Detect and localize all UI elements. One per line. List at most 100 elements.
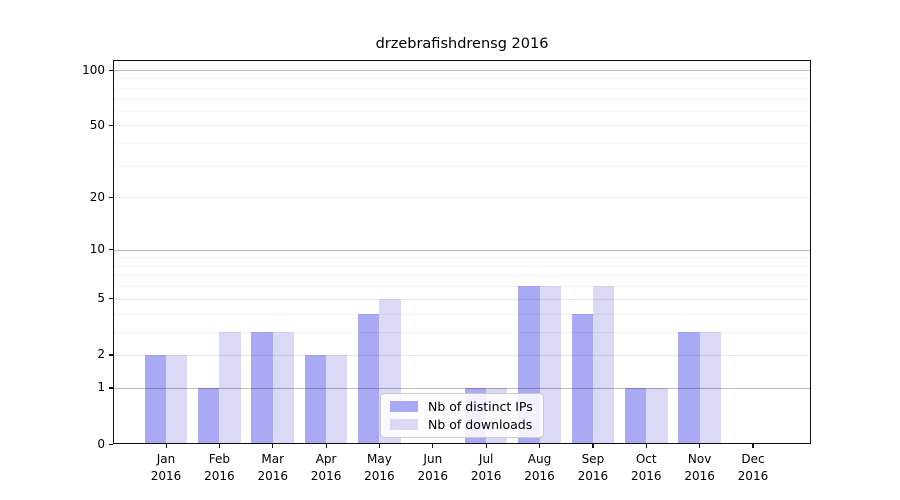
x-tick-label-aug: Aug 2016 <box>510 451 570 484</box>
x-tick-label-month: Oct <box>635 452 657 466</box>
x-tick-mark <box>645 444 647 448</box>
minor-gridline-y-60 <box>113 110 811 112</box>
x-tick-mark <box>218 444 221 448</box>
x-tick-label-month: Sep <box>581 452 605 466</box>
y-tick-label: 100 <box>82 62 105 77</box>
x-tick-mark <box>432 444 434 448</box>
x-tick-mark <box>752 444 754 448</box>
minor-gridline-y-40 <box>113 143 811 145</box>
minor-gridline-y-7 <box>113 275 811 277</box>
y-axis-labels: 0 1 2 5 10 20 50 100 <box>0 60 105 451</box>
x-tick-label-month: Jun <box>423 452 443 466</box>
legend-item-downloads: Nb of downloads <box>390 417 534 432</box>
x-tick-label-sep: Sep 2016 <box>563 451 623 484</box>
x-tick-mark <box>165 444 167 448</box>
y-tick-label: 2 <box>97 347 105 362</box>
x-tick-label-year: 2016 <box>577 468 609 483</box>
x-tick-mark <box>485 444 487 448</box>
x-tick-label-month: Aug <box>527 452 552 466</box>
x-tick-label-month: Nov <box>687 452 712 466</box>
x-tick-label-jul: Jul 2016 <box>456 451 516 484</box>
x-tick-label-feb: Feb 2016 <box>189 451 249 484</box>
minor-gridline-y-8 <box>113 265 811 267</box>
bar-distinct-ips-nov <box>678 331 700 444</box>
bar-downloads-apr <box>326 354 348 444</box>
x-tick-label-jan: Jan 2016 <box>136 451 196 484</box>
x-tick-label-month: May <box>367 452 392 466</box>
x-tick-label-month: Jul <box>478 452 494 466</box>
bar-downloads-oct <box>646 387 668 444</box>
minor-gridline-y-30 <box>113 165 811 167</box>
x-tick-label-mar: Mar 2016 <box>243 451 303 484</box>
bar-downloads-aug <box>539 286 561 444</box>
y-tick-mark <box>109 387 113 389</box>
bar-downloads-sep <box>592 286 615 444</box>
y-tick-mark <box>109 196 113 198</box>
x-tick-label-may: May 2016 <box>349 451 409 484</box>
gridline-y-2 <box>113 354 811 356</box>
y-tick-mark <box>109 249 113 251</box>
y-tick-label: 10 <box>89 242 105 257</box>
legend-label: Nb of downloads <box>428 417 533 432</box>
y-tick-mark <box>109 298 113 300</box>
bar-downloads-jan <box>166 354 188 444</box>
bar-downloads-feb <box>219 331 241 444</box>
legend-swatch-icon <box>390 401 418 412</box>
x-tick-mark <box>325 444 327 448</box>
chart-title: drzebrafishdrensg 2016 <box>375 36 549 52</box>
x-tick-label-year: 2016 <box>684 468 715 483</box>
x-tick-label-month: Jan <box>156 452 176 466</box>
minor-gridline-y-70 <box>113 98 811 100</box>
x-tick-label-month: Feb <box>208 452 230 466</box>
minor-gridline-y-4 <box>113 313 811 315</box>
y-axis-ticks <box>109 60 113 445</box>
bar-distinct-ips-feb <box>198 387 220 444</box>
bar-distinct-ips-oct <box>624 387 647 444</box>
x-tick-label-nov: Nov 2016 <box>670 451 730 484</box>
gridline-y-20 <box>113 197 811 199</box>
x-tick-label-jun: Jun 2016 <box>403 451 463 484</box>
y-tick-label: 20 <box>89 189 105 204</box>
x-tick-label-year: 2016 <box>524 468 555 483</box>
gridline-y-100 <box>113 70 811 71</box>
x-tick-mark <box>272 444 274 448</box>
legend-swatch-icon <box>390 419 418 430</box>
bar-downloads-mar <box>272 331 295 444</box>
minor-gridline-y-3 <box>113 331 811 333</box>
x-axis-ticks <box>113 444 811 449</box>
y-tick-label: 5 <box>97 291 105 306</box>
gridline-y-5 <box>113 298 811 300</box>
x-tick-label-year: 2016 <box>204 468 235 483</box>
x-tick-label-oct: Oct 2016 <box>616 451 676 484</box>
x-tick-mark <box>699 444 701 448</box>
x-tick-mark <box>378 444 381 448</box>
bar-distinct-ips-mar <box>251 331 273 444</box>
x-tick-label-year: 2016 <box>310 468 342 483</box>
x-tick-label-month: Dec <box>741 452 765 466</box>
x-tick-label-year: 2016 <box>417 468 449 483</box>
x-tick-label-year: 2016 <box>257 468 288 483</box>
x-tick-label-year: 2016 <box>630 468 662 483</box>
y-tick-label: 1 <box>97 380 105 395</box>
minor-gridline-y-6 <box>113 286 811 288</box>
x-axis-labels: Jan 2016 Feb 2016 Mar 2016 Apr 2016 May 2016 Jun 20… <box>113 451 811 491</box>
x-tick-label-apr: Apr 2016 <box>296 451 356 484</box>
gridline-y-1 <box>113 387 811 389</box>
minor-gridline-y-9 <box>113 257 811 259</box>
y-tick-mark <box>109 354 113 356</box>
x-tick-label-year: 2016 <box>737 468 769 483</box>
legend-item-distinct-ips: Nb of distinct IPs <box>390 399 534 414</box>
bar-distinct-ips-apr <box>304 354 327 444</box>
bar-downloads-nov <box>699 331 721 444</box>
gridline-y-50 <box>113 125 811 127</box>
y-tick-mark <box>109 69 113 71</box>
x-tick-label-dec: Dec 2016 <box>723 451 783 484</box>
x-tick-label-year: 2016 <box>150 468 182 483</box>
bar-distinct-ips-sep <box>571 313 593 444</box>
x-tick-label-year: 2016 <box>470 468 502 483</box>
x-tick-label-month: Mar <box>261 452 285 466</box>
x-tick-mark <box>539 444 541 448</box>
bar-distinct-ips-may <box>358 313 380 444</box>
x-tick-label-month: Apr <box>315 452 337 466</box>
y-tick-label: 0 <box>97 436 105 451</box>
